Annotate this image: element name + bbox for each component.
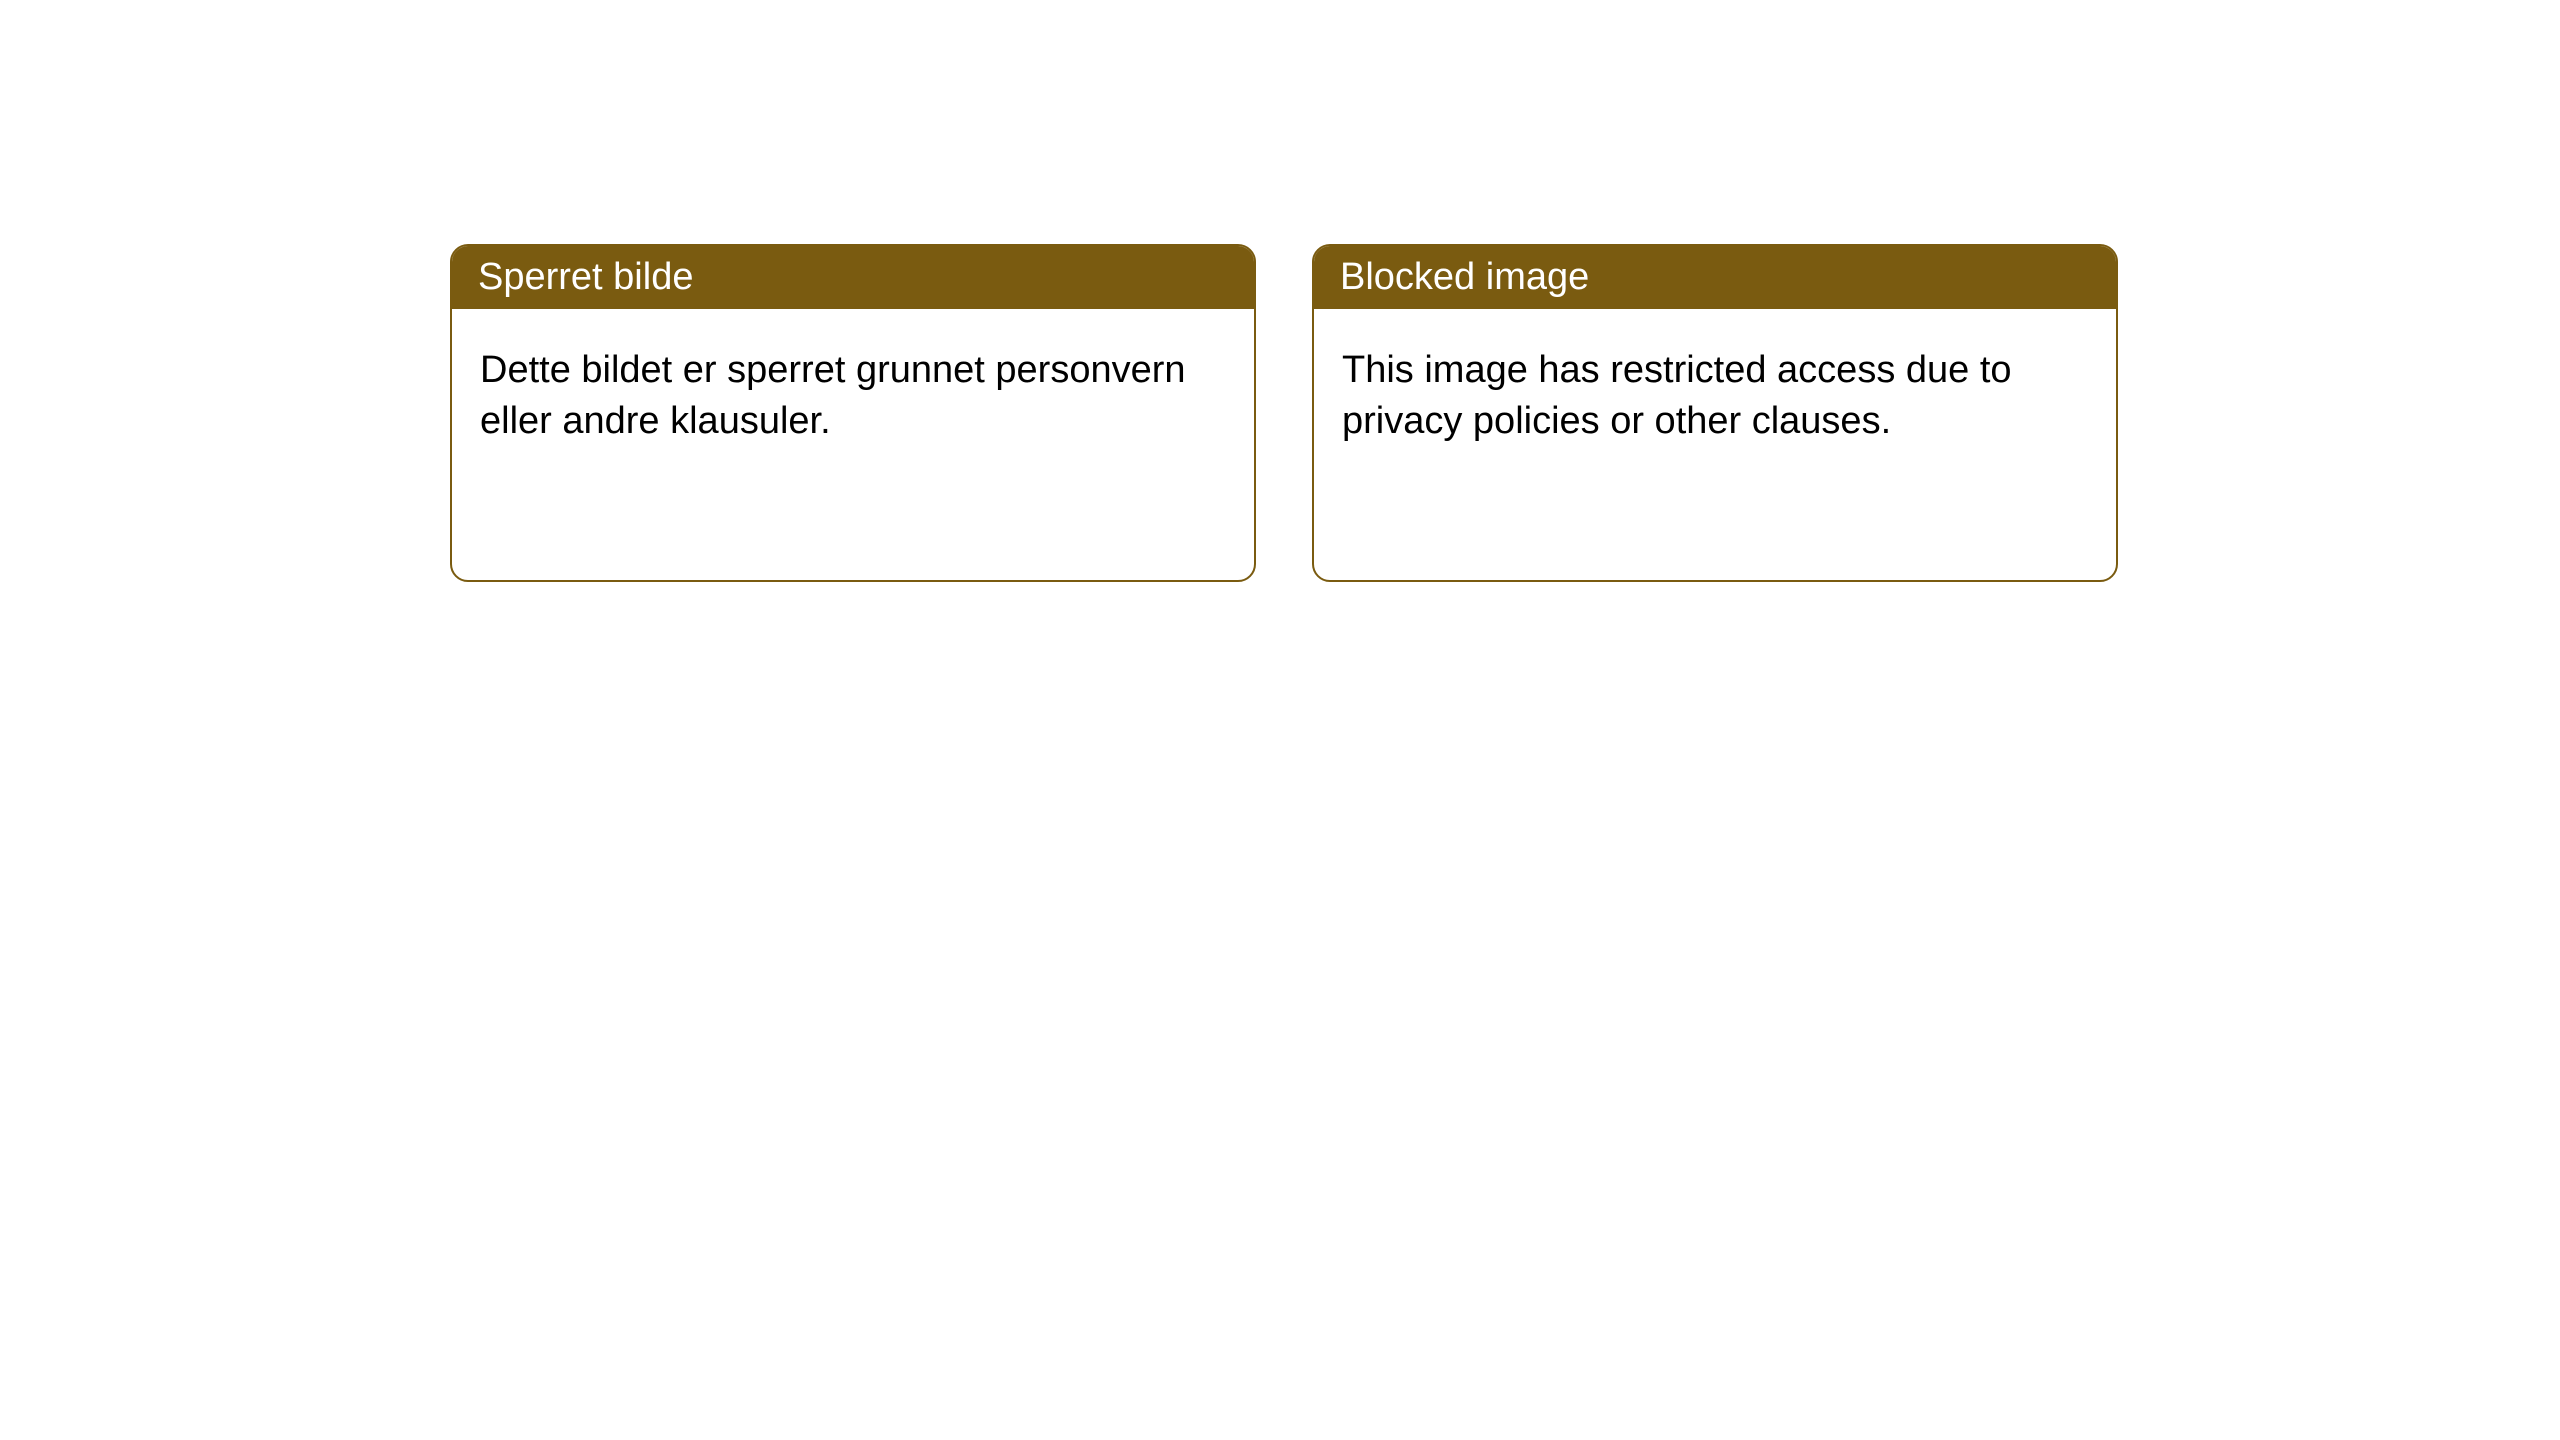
- notice-body-english: This image has restricted access due to …: [1314, 309, 2116, 484]
- notice-box-english: Blocked image This image has restricted …: [1312, 244, 2118, 582]
- notice-title-norwegian: Sperret bilde: [452, 246, 1254, 309]
- notice-body-norwegian: Dette bildet er sperret grunnet personve…: [452, 309, 1254, 484]
- notice-title-english: Blocked image: [1314, 246, 2116, 309]
- notice-container: Sperret bilde Dette bildet er sperret gr…: [0, 0, 2560, 582]
- notice-box-norwegian: Sperret bilde Dette bildet er sperret gr…: [450, 244, 1256, 582]
